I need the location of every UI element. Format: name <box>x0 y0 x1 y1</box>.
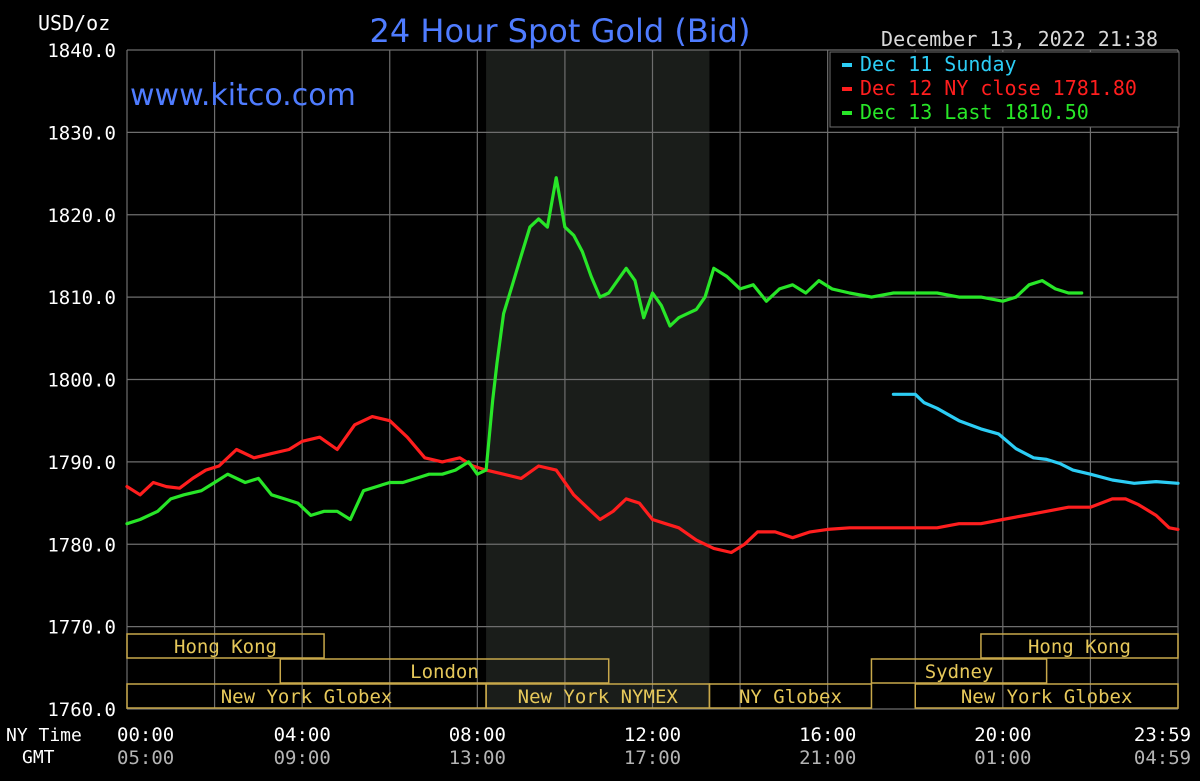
session-label: Hong Kong <box>174 636 277 658</box>
x-tick-label-gmt: 17:00 <box>624 747 681 769</box>
x-tick-label-gmt: 09:00 <box>274 747 331 769</box>
legend-item-dec12: Dec 12 NY close 1781.80 <box>860 76 1137 100</box>
y-tick-label: 1800.0 <box>47 370 116 392</box>
x-tick-label-ny: 12:00 <box>624 724 681 746</box>
x-tick-label-ny: 00:00 <box>117 724 174 746</box>
y-tick-label: 1840.0 <box>47 40 116 62</box>
x-tick-label-gmt: 21:00 <box>799 747 856 769</box>
legend-box <box>829 51 1180 128</box>
series-line-dec12 <box>125 415 1180 555</box>
session-label: New York Globex <box>961 686 1133 708</box>
ny-time-row-label: NY Time <box>6 725 82 746</box>
y-tick-label: 1780.0 <box>47 534 116 556</box>
legend: Dec 11 Sunday Dec 12 NY close 1781.80 De… <box>829 51 1180 128</box>
session-label: NY Globex <box>739 686 842 708</box>
y-tick-label: 1790.0 <box>47 452 116 474</box>
legend-item-dec11: Dec 11 Sunday <box>860 52 1017 76</box>
session-label: Hong Kong <box>1028 636 1131 658</box>
x-tick-label-gmt: 01:00 <box>974 747 1031 769</box>
session-box <box>980 633 1179 659</box>
y-tick-label: 1820.0 <box>47 205 116 227</box>
session-label: New York Globex <box>221 686 393 708</box>
axes: 1840.0 1830.0 1820.0 1810.0 1800.0 1790.0 1780… <box>47 40 1191 769</box>
series-line-dec11 <box>891 392 1180 485</box>
watermark: www.kitco.com <box>130 78 356 113</box>
x-tick-label-gmt: 04:59 <box>1134 747 1191 769</box>
legend-swatch-dec11 <box>842 63 852 67</box>
session-box <box>914 683 1179 709</box>
legend-swatch-dec12 <box>842 87 852 91</box>
y-tick-label: 1770.0 <box>47 617 116 639</box>
x-tick-label-ny: 08:00 <box>449 724 506 746</box>
session-box <box>126 633 325 659</box>
session-label: New York NYMEX <box>518 686 679 708</box>
y-tick-label: 1830.0 <box>47 122 116 144</box>
session-box <box>708 683 873 709</box>
series-line-dec13 <box>125 176 1084 526</box>
grid <box>126 49 1179 710</box>
unit-label: USD/oz <box>38 11 110 35</box>
gmt-row-label: GMT <box>22 747 55 768</box>
x-tick-label-gmt: 13:00 <box>449 747 506 769</box>
x-tick-label-gmt: 05:00 <box>117 747 174 769</box>
timestamp: December 13, 2022 21:38 <box>881 27 1158 51</box>
session-box <box>870 658 1048 684</box>
session-label: Sydney <box>925 661 994 683</box>
x-tick-label-ny: 04:00 <box>274 724 331 746</box>
session-label: London <box>410 661 479 683</box>
session-box <box>279 658 610 684</box>
x-tick-label-ny: 20:00 <box>974 724 1031 746</box>
y-tick-label: 1760.0 <box>47 699 116 721</box>
x-tick-label-ny: 23:59 <box>1134 724 1191 746</box>
trading-sessions: Hong Kong London New York Globex New York N… <box>126 633 1179 709</box>
series-lines <box>125 176 1180 555</box>
legend-item-dec13: Dec 13 Last 1810.50 <box>860 100 1089 124</box>
chart-title: 24 Hour Spot Gold (Bid) <box>370 12 751 50</box>
x-tick-label-ny: 16:00 <box>799 724 856 746</box>
legend-swatch-dec13 <box>842 111 852 115</box>
y-tick-label: 1810.0 <box>47 287 116 309</box>
